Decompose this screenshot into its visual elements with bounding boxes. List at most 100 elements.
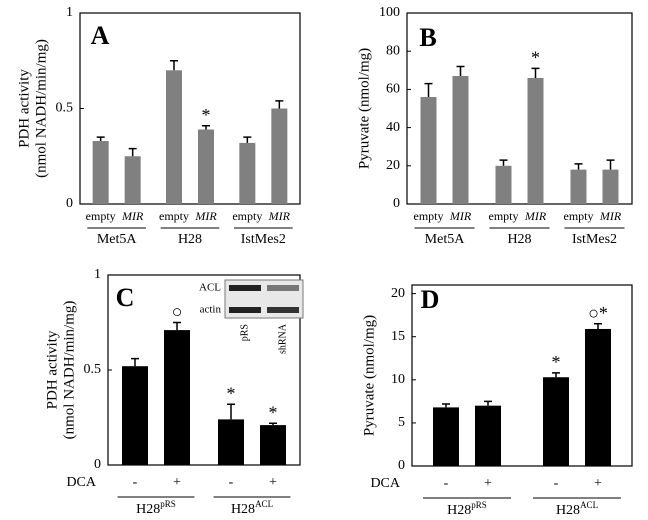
panel-letter: C: [116, 283, 135, 312]
x-tick-label: MIR: [524, 209, 547, 223]
error-bar: [202, 124, 210, 130]
group-name: H28: [136, 502, 160, 517]
group-name: H28: [231, 502, 255, 517]
y-tick-label: 40: [386, 120, 400, 135]
y-tick-label: 20: [391, 286, 405, 301]
group-label: H28ACL: [231, 499, 273, 517]
x-tick-label: -: [133, 475, 138, 490]
y-axis-label: PDH activity: [44, 330, 60, 409]
significance-marker: *: [227, 383, 236, 403]
group-label: H28ACL: [556, 500, 598, 518]
group-superscript: ACL: [255, 499, 273, 509]
band: [229, 285, 261, 291]
y-tick-label: 15: [391, 329, 405, 344]
significance-marker: ○*: [588, 303, 608, 323]
error-bar: [531, 67, 540, 78]
blot-row-label: actin: [200, 304, 222, 316]
bar: [198, 129, 214, 204]
x-tick-label: +: [594, 476, 602, 491]
x-tick-label: +: [173, 475, 181, 490]
group-label: Met5A: [425, 232, 466, 247]
y-axis-label: PDH activity: [16, 69, 32, 148]
bar: [92, 140, 109, 204]
bar: [543, 377, 569, 466]
x-tick-label: MIR: [194, 209, 217, 223]
bar: [218, 419, 244, 465]
y-axis-label: (nmol NADH/min/mg): [61, 301, 77, 440]
x-axis-label: DCA: [370, 476, 400, 491]
error-bar: [552, 372, 560, 378]
error-bar: [173, 321, 181, 331]
band: [267, 285, 299, 291]
y-tick-label: 10: [391, 372, 405, 387]
y-tick-label: 20: [386, 158, 400, 173]
error-bar: [275, 100, 284, 109]
panel-letter: B: [419, 23, 436, 52]
error-bar: [484, 400, 492, 406]
error-bar: [594, 323, 602, 329]
group-label: H28pRS: [136, 499, 176, 517]
bar: [164, 330, 190, 465]
x-tick-label: -: [229, 475, 234, 490]
group-superscript: ACL: [580, 500, 598, 510]
y-tick-label: 100: [379, 5, 400, 20]
bar: [124, 156, 141, 204]
panel-letter: D: [421, 285, 440, 314]
bar: [570, 169, 587, 204]
y-tick-label: 0.5: [56, 101, 74, 116]
error-bar: [131, 357, 139, 367]
significance-marker: *: [552, 352, 561, 372]
y-tick-label: 0: [94, 457, 101, 472]
group-name: H28: [447, 503, 471, 518]
bar: [239, 142, 256, 204]
y-tick-label: 0.5: [84, 362, 102, 377]
group-label: H28: [507, 232, 531, 247]
axes-frame: [79, 12, 301, 205]
x-tick-label: MIR: [268, 209, 291, 223]
x-axis-label: DCA: [66, 475, 96, 490]
y-tick-label: 0: [398, 458, 405, 473]
x-tick-label: empty: [159, 209, 189, 223]
bar: [271, 108, 288, 204]
x-tick-label: empty: [414, 209, 444, 223]
band: [229, 307, 261, 313]
bar: [495, 165, 512, 204]
bar: [166, 70, 182, 204]
error-bar: [96, 136, 105, 141]
group-superscript: pRS: [471, 500, 487, 510]
error-bar: [227, 403, 235, 420]
bar: [585, 328, 611, 466]
group-label: Met5A: [97, 232, 138, 247]
error-bar: [574, 163, 583, 170]
y-tick-label: 0: [393, 196, 400, 211]
x-tick-label: MIR: [121, 209, 144, 223]
error-bar: [128, 147, 137, 157]
x-tick-label: MIR: [449, 209, 472, 223]
blot-lane-label: shRNA: [277, 323, 288, 354]
y-axis-label: (nmol NADH/min/mg): [33, 39, 49, 178]
error-bar: [499, 159, 508, 166]
x-tick-label: -: [444, 476, 449, 491]
bar: [420, 97, 437, 204]
group-label: IstMes2: [572, 232, 617, 247]
y-axis-label: Pyruvate (nmol/mg): [361, 315, 377, 436]
error-bar: [606, 159, 615, 170]
error-bar: [424, 82, 433, 98]
x-tick-label: +: [269, 475, 277, 490]
group-label: H28pRS: [447, 500, 487, 518]
significance-marker: *: [202, 105, 211, 125]
blot-lane-label: pRS: [239, 324, 250, 341]
error-bar: [442, 403, 450, 408]
bar: [260, 425, 286, 465]
group-label: H28: [178, 232, 202, 247]
significance-marker: *: [531, 48, 540, 68]
x-tick-label: empty: [564, 209, 594, 223]
x-tick-label: empty: [86, 209, 116, 223]
axes-frame: [406, 12, 633, 205]
x-tick-label: empty: [489, 209, 519, 223]
bar: [433, 407, 459, 466]
bar: [475, 405, 501, 466]
bar: [527, 77, 544, 204]
y-axis-label: Pyruvate (nmol/mg): [356, 48, 372, 169]
